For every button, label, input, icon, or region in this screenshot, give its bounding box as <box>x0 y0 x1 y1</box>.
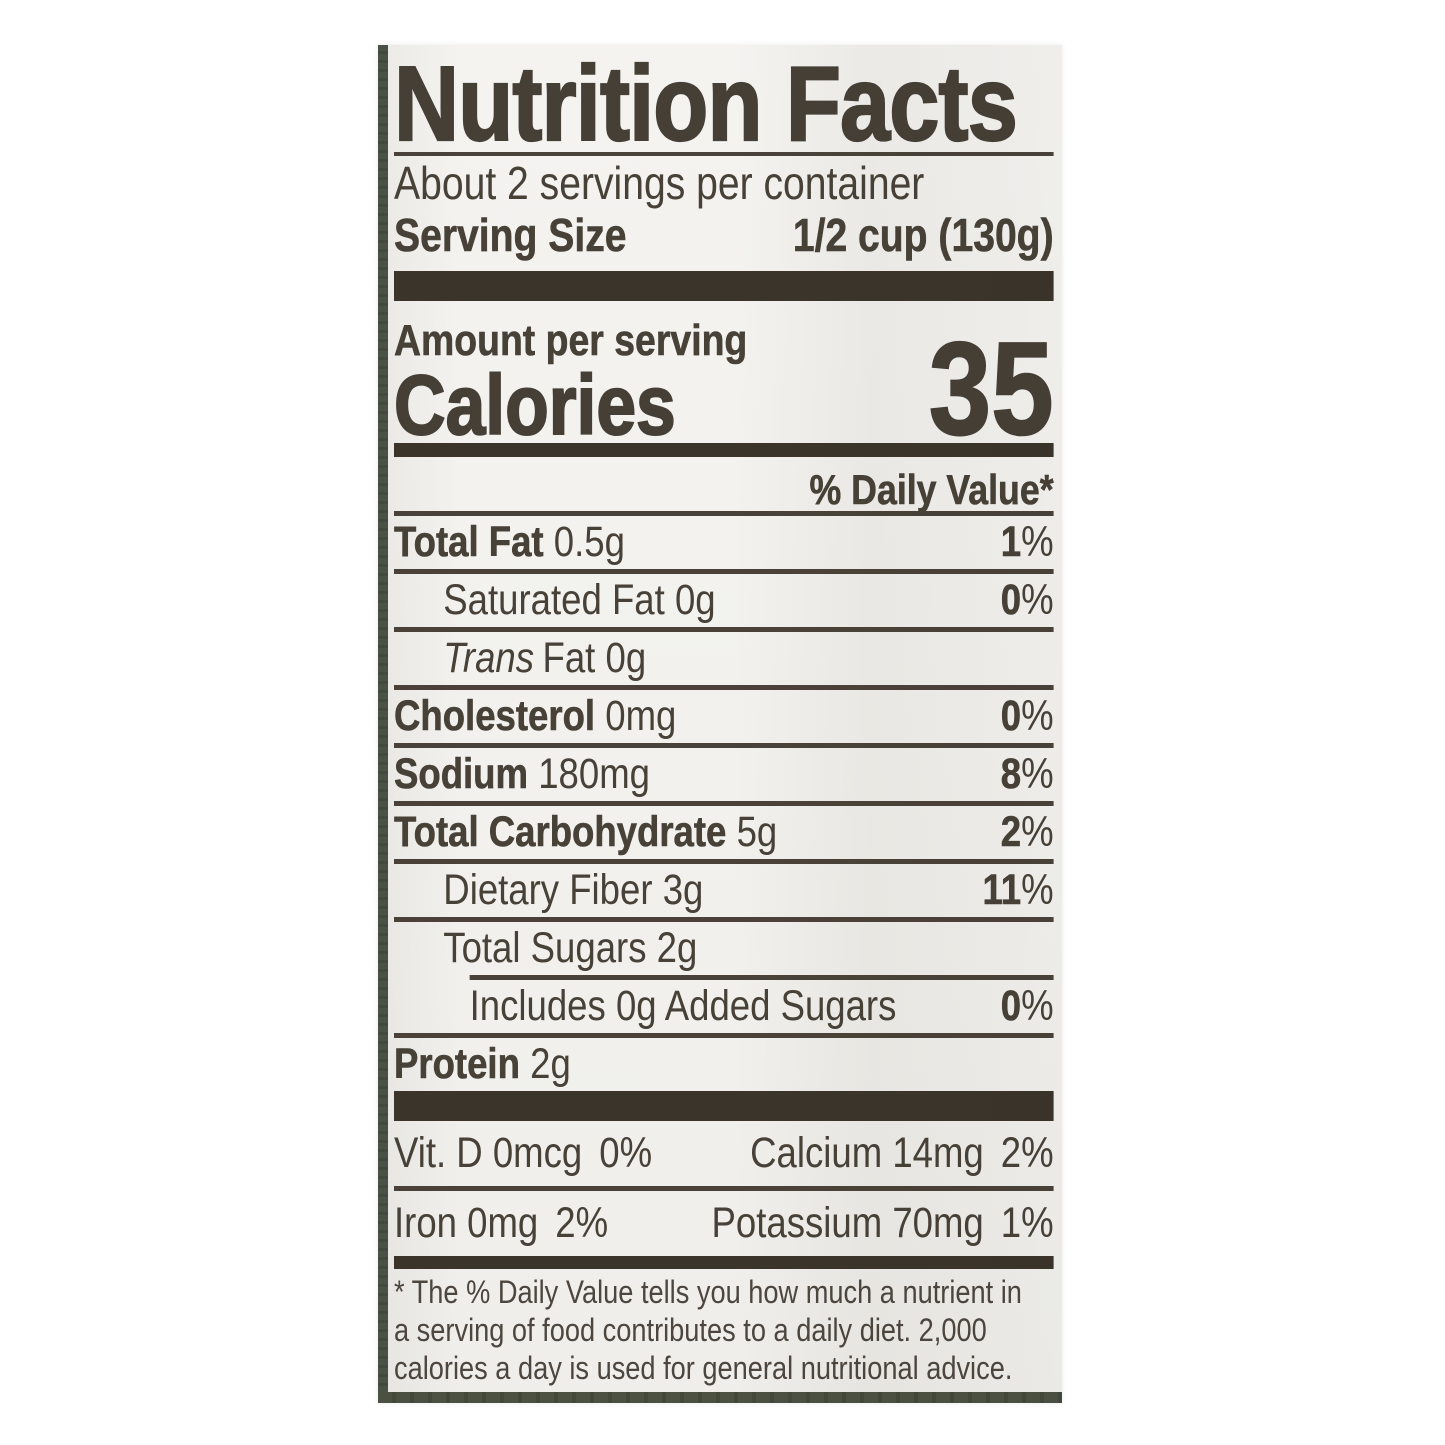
label-bottom-edge <box>378 1392 1062 1403</box>
servings-per-container: About 2 servings per container <box>394 157 925 209</box>
micronutrient-row: Iron 0mg 2% Potassium 70mg 1% <box>394 1191 1054 1256</box>
nutrient-daily-value: 0% <box>1000 692 1054 741</box>
daily-value-header: % Daily Value* <box>809 466 1054 514</box>
nutrient-daily-value: 8% <box>1000 750 1054 799</box>
nutrient-amount: 180mg <box>538 750 650 798</box>
medium-divider-bar <box>394 443 1054 457</box>
nutrient-name: Includes 0g Added Sugars <box>469 982 897 1030</box>
micronutrients-table: Vit. D 0mcg 0% Calcium 14mg 2% Iron 0mg 2% … <box>394 1121 1054 1256</box>
row-separator-indented <box>469 975 1054 980</box>
vitamin-d-entry: Vit. D 0mcg 0% <box>394 1129 653 1177</box>
amount-per-serving: Amount per serving <box>394 316 748 366</box>
nutrient-row-added-sugars: Includes 0g Added Sugars 0% <box>394 980 1054 1033</box>
row-separator <box>394 743 1054 748</box>
nutrient-name: Total Fat <box>394 518 544 567</box>
potassium-entry: Potassium 70mg 1% <box>711 1199 1054 1247</box>
serving-size-row: Serving Size 1/2 cup (130g) <box>394 209 1054 262</box>
calories-label: Calories <box>393 358 676 452</box>
nutrient-name: Sodium <box>394 750 529 799</box>
label-left-edge <box>378 45 388 1403</box>
thick-divider-bar-bottom <box>394 1091 1054 1121</box>
row-separator <box>394 859 1054 864</box>
nutrient-daily-value: 11% <box>982 866 1054 915</box>
row-separator <box>394 917 1054 922</box>
nutrient-amount: 2g <box>530 1040 571 1088</box>
nutrient-name: Dietary Fiber <box>443 866 653 914</box>
nutrient-name: Total Sugars <box>443 924 647 972</box>
nutrient-daily-value: 2% <box>1000 808 1054 857</box>
nutrient-name: Protein <box>394 1040 520 1089</box>
nutrient-name: Saturated Fat <box>443 576 665 624</box>
row-separator <box>394 685 1054 690</box>
label-title: Nutrition Facts <box>393 45 1019 163</box>
nutrient-row-cholesterol: Cholesterol 0mg 0% <box>394 690 1054 743</box>
nutrient-amount: 0g <box>674 576 716 624</box>
nutrient-amount: 5g <box>736 808 778 856</box>
row-separator <box>394 1186 1054 1191</box>
nutrient-row-total-carbohydrate: Total Carbohydrate 5g 2% <box>394 806 1054 859</box>
nutrient-row-sodium: Sodium 180mg 8% <box>394 748 1054 801</box>
row-separator <box>394 569 1054 574</box>
nutrient-amount: 0.5g <box>553 518 625 566</box>
thick-divider-bar-top <box>394 271 1054 301</box>
nutrient-name-italic: Trans <box>443 634 535 682</box>
row-separator <box>394 627 1054 632</box>
nutrient-amount: 0mg <box>605 692 677 740</box>
row-separator <box>394 801 1054 806</box>
nutrient-row-protein: Protein 2g <box>394 1038 1054 1091</box>
daily-value-footnote: * The % Daily Value tells you how much a… <box>394 1274 1022 1386</box>
nutrient-name: Cholesterol <box>394 692 596 741</box>
nutrient-amount: 0g <box>605 634 647 682</box>
title-divider-rule <box>394 152 1054 156</box>
micronutrient-row: Vit. D 0mcg 0% Calcium 14mg 2% <box>394 1121 1054 1186</box>
nutrient-row-trans-fat: Trans Fat 0g <box>394 632 1054 685</box>
nutrition-facts-label: Nutrition Facts About 2 servings per con… <box>378 45 1062 1403</box>
nutrient-daily-value: 0% <box>1000 982 1054 1031</box>
nutrient-row-total-fat: Total Fat 0.5g 1% <box>394 516 1054 569</box>
nutrient-name: Fat <box>542 634 596 682</box>
nutrient-row-saturated-fat: Saturated Fat 0g 0% <box>394 574 1054 627</box>
row-separator <box>394 511 1054 516</box>
serving-size-value: 1/2 cup (130g) <box>792 209 1054 262</box>
calories-row: Calories 35 <box>393 315 1055 462</box>
label-content: Nutrition Facts About 2 servings per con… <box>393 45 1055 1403</box>
calories-value: 35 <box>928 315 1055 462</box>
nutrient-name: Total Carbohydrate <box>394 808 727 857</box>
nutrients-table: Total Fat 0.5g 1% Saturated Fat 0g 0% Tran… <box>394 511 1054 1091</box>
nutrient-daily-value: 1% <box>1000 518 1054 567</box>
iron-entry: Iron 0mg 2% <box>394 1199 609 1247</box>
nutrient-row-total-sugars: Total Sugars 2g <box>394 922 1054 975</box>
footnote-divider-bar <box>394 1256 1054 1269</box>
nutrient-row-dietary-fiber: Dietary Fiber 3g 11% <box>394 864 1054 917</box>
row-separator <box>394 1033 1054 1038</box>
calcium-entry: Calcium 14mg 2% <box>750 1129 1054 1177</box>
nutrient-amount: 2g <box>656 924 698 972</box>
nutrient-daily-value: 0% <box>1000 576 1054 625</box>
serving-size-label: Serving Size <box>394 209 627 262</box>
nutrient-amount: 3g <box>662 866 704 914</box>
